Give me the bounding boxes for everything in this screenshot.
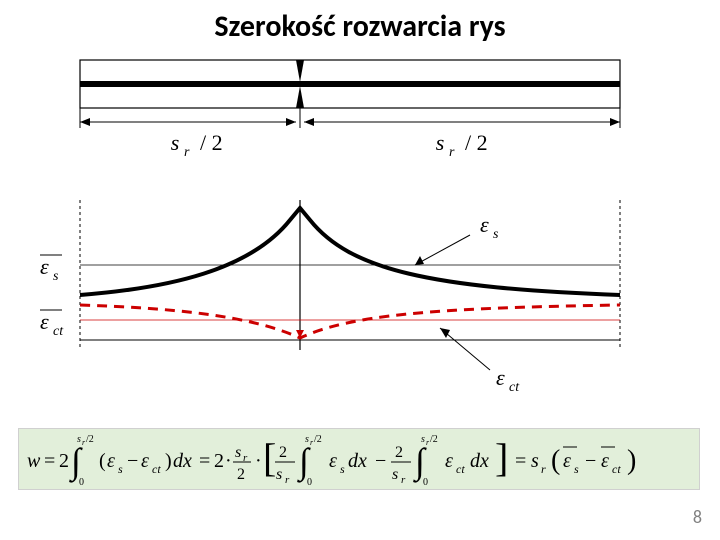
svg-text:s: s [118,462,123,476]
svg-text:s: s [493,227,499,242]
svg-text:s: s [235,444,241,461]
svg-text:2: 2 [237,466,245,483]
svg-text:s: s [531,450,539,472]
svg-text:=: = [199,450,210,472]
svg-text:/ 2: / 2 [465,130,488,155]
svg-text:ε: ε [496,365,505,390]
svg-text:r: r [184,145,190,160]
svg-text:2: 2 [59,450,69,472]
svg-text:2: 2 [395,444,403,461]
svg-text:s: s [340,462,345,476]
svg-text:ε: ε [601,450,609,472]
svg-text:ct: ct [53,324,64,339]
svg-text:r: r [285,474,290,486]
svg-text:−: − [375,450,386,472]
svg-text:ct: ct [456,462,465,476]
svg-text:2: 2 [214,450,224,472]
svg-text:=: = [44,450,55,472]
svg-text:w: w [27,450,41,472]
svg-text:·: · [255,450,262,472]
svg-text:ε: ε [445,450,453,472]
svg-text:0: 0 [423,477,428,488]
svg-text:dx: dx [470,450,489,472]
svg-text:ε: ε [329,450,337,472]
svg-text:s: s [276,466,282,483]
svg-text:s: s [305,434,309,445]
svg-text:dx: dx [173,450,192,472]
svg-text:[: [ [263,435,276,480]
svg-text:r: r [401,474,406,486]
svg-text:s: s [53,269,59,284]
svg-text:r: r [541,462,546,476]
svg-text:ct: ct [152,462,161,476]
svg-text:s: s [392,466,398,483]
svg-text:s: s [421,434,425,445]
page-number: 8 [693,506,702,528]
svg-text:/2: /2 [314,434,322,445]
svg-text:(: ( [99,450,106,472]
svg-text:/ 2: / 2 [200,130,223,155]
svg-text:): ) [165,450,172,472]
svg-text:=: = [515,450,526,472]
svg-text:ε: ε [563,450,571,472]
svg-text:ε: ε [107,450,115,472]
svg-text:−: − [585,450,596,472]
svg-text:ε: ε [40,254,49,279]
svg-text:s: s [171,130,180,155]
diagram-strain: ε s ε ct ε s ε ct [0,170,720,420]
svg-text:s: s [574,462,579,476]
svg-text:(: ( [551,445,560,476]
diagram-top: s r / 2 s r / 2 [0,0,720,180]
formula-box: w = 2 ∫ s r /2 0 ( ε s − ε ct ) dx = 2 ·… [18,428,700,490]
svg-text:]: ] [495,435,508,480]
svg-text:2: 2 [279,444,287,461]
svg-text:r: r [449,145,455,160]
svg-text:−: − [127,450,138,472]
svg-text:0: 0 [307,477,312,488]
svg-text:0: 0 [79,477,84,488]
svg-text:/2: /2 [86,434,94,445]
svg-text:ε: ε [40,309,49,334]
svg-text:s: s [77,434,81,445]
svg-text:ct: ct [612,462,621,476]
svg-text:): ) [627,445,636,476]
svg-text:/2: /2 [430,434,438,445]
svg-text:ε: ε [141,450,149,472]
svg-text:dx: dx [348,450,367,472]
svg-text:ε: ε [480,212,489,237]
svg-text:s: s [436,130,445,155]
svg-text:·: · [225,450,232,472]
svg-text:ct: ct [509,380,520,395]
